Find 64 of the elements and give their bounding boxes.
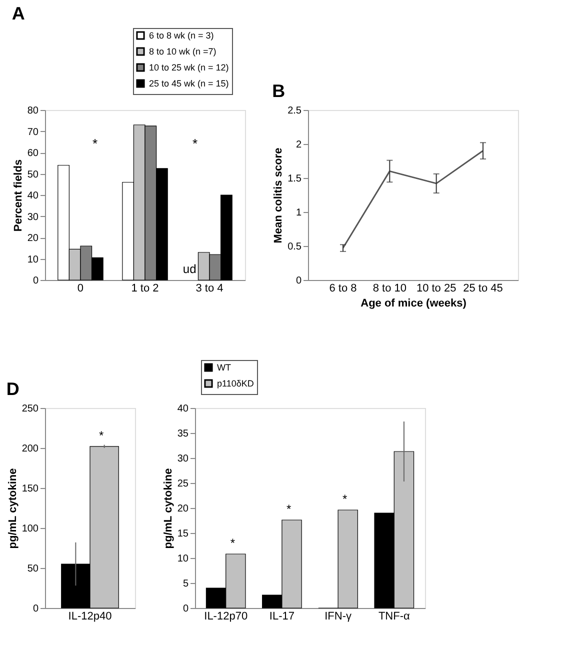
x-tick-label: 1 to 2: [131, 282, 159, 294]
y-tick-label: 50: [27, 169, 39, 180]
y-tick-label: 30: [177, 454, 189, 464]
x-tick-label: IFN-γ: [324, 610, 352, 622]
y-tick-label: 0: [32, 604, 39, 614]
y-tick-label: 0: [182, 604, 189, 614]
y-tick-label: 50: [27, 564, 39, 574]
annotation: *: [342, 492, 348, 506]
y-tick-label: 35: [177, 428, 189, 440]
chart-title: D: [6, 379, 20, 399]
annotation: *: [192, 136, 198, 151]
x-tick-label: 6 to 8: [329, 282, 357, 294]
annotation: *: [286, 502, 292, 516]
y-axis-title: pg/mL cytokine: [162, 468, 174, 549]
annotation: *: [98, 428, 104, 442]
y-tick-label: 70: [27, 126, 39, 138]
y-tick-label: 1: [296, 208, 302, 218]
y-axis-title: pg/mL cytokine: [6, 468, 19, 549]
x-tick-label: TNF-α: [378, 610, 410, 622]
y-tick-label: 0: [32, 276, 39, 286]
y-tick-label: 10: [27, 254, 39, 266]
y-tick-label: 250: [22, 404, 39, 414]
x-tick-label: 0: [77, 282, 84, 294]
legend-label: 25 to 45 wk (n = 15): [149, 78, 229, 88]
y-tick-label: 25: [177, 478, 189, 490]
y-tick-label: 100: [22, 524, 39, 534]
y-tick-label: 20: [27, 233, 39, 244]
y-tick-label: 0.5: [288, 242, 302, 252]
x-tick-label: IL-12p70: [204, 610, 248, 622]
y-tick-label: 2.5: [288, 106, 302, 116]
y-tick-label: 150: [22, 484, 39, 494]
y-tick-label: 40: [27, 190, 39, 202]
y-tick-label: 60: [27, 148, 39, 159]
annotation: ud: [182, 262, 196, 276]
x-tick-label: IL-17: [269, 610, 294, 622]
legend-label: p110δKD: [217, 378, 254, 388]
x-tick-label: 8 to 10: [372, 282, 406, 294]
y-tick-label: 10: [177, 554, 189, 564]
y-tick-label: 1.5: [288, 174, 302, 184]
x-tick-label: 10 to 25: [416, 282, 456, 294]
chart-title: A: [12, 4, 25, 24]
y-tick-label: 0: [296, 276, 302, 286]
line-series: [342, 150, 484, 249]
y-tick-label: 80: [27, 106, 39, 116]
x-tick-label: 25 to 45: [463, 282, 503, 294]
legend-label: 10 to 25 wk (n = 12): [149, 62, 229, 72]
x-tick-label: 3 to 4: [196, 282, 224, 294]
y-tick-label: 5: [182, 578, 189, 590]
legend-label: 8 to 10 wk (n =7): [149, 46, 216, 56]
x-tick-label: IL-12p40: [68, 610, 112, 622]
y-tick-label: 30: [27, 212, 39, 223]
y-tick-label: 40: [177, 404, 189, 414]
y-axis-title: Percent fields: [12, 159, 24, 232]
chart-title: B: [272, 81, 286, 101]
y-tick-label: 15: [177, 528, 189, 540]
x-axis-title: Age of mice (weeks): [360, 298, 467, 310]
annotation: *: [92, 136, 98, 151]
y-tick-label: 2: [296, 140, 302, 150]
y-tick-label: 20: [177, 504, 189, 514]
y-axis-title: Mean colitis score: [272, 148, 285, 244]
legend-label: WT: [217, 362, 232, 372]
annotation: *: [230, 536, 236, 550]
y-tick-label: 200: [22, 444, 39, 454]
legend-label: 6 to 8 wk (n = 3): [149, 30, 214, 40]
